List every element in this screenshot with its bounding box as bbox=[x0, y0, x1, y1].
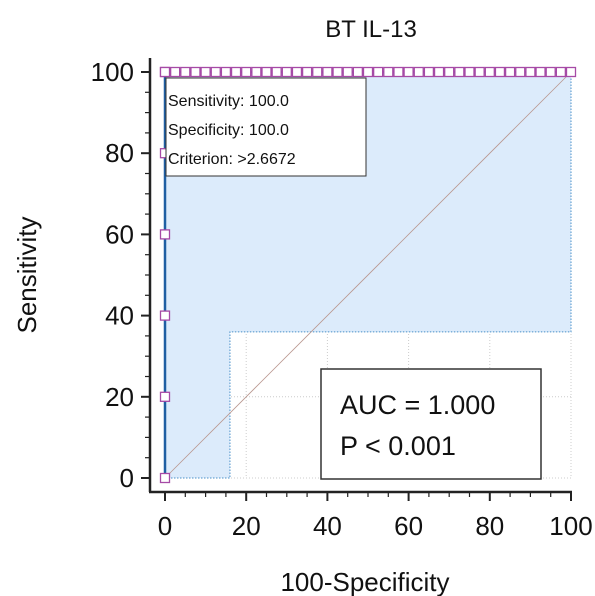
auc-label: AUC = 1.000 bbox=[340, 390, 495, 420]
roc-point-26 bbox=[362, 66, 374, 78]
roc-point-46 bbox=[565, 66, 577, 78]
roc-point-39 bbox=[494, 66, 506, 78]
roc-point-24 bbox=[342, 66, 353, 78]
roc-point-28 bbox=[383, 66, 394, 78]
roc-point-33 bbox=[433, 66, 445, 78]
roc-point-18 bbox=[281, 66, 292, 78]
roc-point-29 bbox=[393, 66, 404, 78]
p-value-label: P < 0.001 bbox=[340, 431, 456, 461]
reference-diagonal bbox=[164, 71, 572, 479]
roc-point-23 bbox=[332, 66, 343, 78]
roc-point-34 bbox=[444, 66, 455, 78]
roc-point-25 bbox=[352, 66, 364, 78]
roc-point-14 bbox=[241, 66, 252, 78]
y-tick-label-3: 60 bbox=[105, 219, 134, 249]
x-tick-label-5: 100 bbox=[549, 511, 592, 541]
roc-point-0 bbox=[159, 472, 171, 484]
roc-point-31 bbox=[413, 66, 424, 78]
roc-point-43 bbox=[535, 66, 546, 78]
tick-marks: 0 20 40 60 80 100 0 20 40 60 80 100 bbox=[91, 57, 593, 541]
roc-point-37 bbox=[474, 66, 485, 78]
criterion-box: Sensitivity: 100.0 Specificity: 100.0 Cr… bbox=[165, 77, 367, 177]
roc-point-7 bbox=[169, 66, 181, 78]
roc-point-1 bbox=[159, 391, 171, 402]
criterion-value-label: Criterion: >2.6672 bbox=[168, 151, 296, 168]
x-tick-label-3: 60 bbox=[394, 511, 423, 541]
x-tick-label-4: 80 bbox=[475, 511, 504, 541]
specificity-value-label: Specificity: 100.0 bbox=[168, 122, 289, 139]
roc-point-17 bbox=[271, 66, 282, 78]
roc-point-15 bbox=[251, 66, 262, 78]
x-tick-label-2: 40 bbox=[313, 511, 342, 541]
roc-point-36 bbox=[464, 66, 475, 78]
roc-point-6 bbox=[159, 66, 171, 78]
roc-point-9 bbox=[190, 66, 201, 78]
x-tick-label-1: 20 bbox=[232, 511, 261, 541]
roc-point-45 bbox=[555, 66, 566, 78]
y-tick-label-4: 80 bbox=[105, 138, 134, 168]
roc-point-13 bbox=[230, 66, 242, 78]
auc-box-frame bbox=[320, 368, 542, 480]
x-tick-label-0: 0 bbox=[158, 511, 172, 541]
y-axis-label: Sensitivity bbox=[12, 216, 42, 333]
sensitivity-value-label: Sensitivity: 100.0 bbox=[168, 93, 289, 110]
roc-point-32 bbox=[423, 66, 435, 78]
roc-point-22 bbox=[322, 66, 333, 78]
criterion-box-frame bbox=[165, 77, 367, 177]
x-axis-label: 100-Specificity bbox=[280, 567, 449, 596]
roc-point-38 bbox=[484, 66, 495, 78]
y-tick-label-0: 0 bbox=[120, 463, 134, 493]
roc-point-40 bbox=[504, 66, 516, 78]
chart-title: BT IL-13 bbox=[325, 16, 417, 43]
roc-point-35 bbox=[454, 66, 465, 78]
roc-point-41 bbox=[515, 66, 526, 78]
roc-point-42 bbox=[525, 66, 536, 78]
roc-point-12 bbox=[220, 66, 232, 78]
y-tick-label-2: 40 bbox=[105, 301, 134, 331]
roc-point-27 bbox=[372, 66, 384, 78]
diagonal-line bbox=[164, 71, 572, 479]
roc-point-21 bbox=[312, 66, 323, 78]
roc-markers bbox=[159, 66, 577, 484]
y-tick-label-5: 100 bbox=[91, 57, 134, 87]
y-tick-label-1: 20 bbox=[105, 382, 134, 412]
roc-point-11 bbox=[210, 66, 221, 78]
ci-lower-line bbox=[165, 72, 572, 479]
roc-point-10 bbox=[200, 66, 211, 78]
roc-point-30 bbox=[403, 66, 414, 78]
roc-point-20 bbox=[301, 66, 313, 78]
auc-box: AUC = 1.000 P < 0.001 bbox=[320, 368, 542, 480]
roc-point-44 bbox=[545, 66, 556, 78]
roc-point-2 bbox=[159, 310, 171, 321]
roc-point-16 bbox=[261, 66, 272, 78]
roc-point-3 bbox=[159, 229, 171, 240]
roc-point-19 bbox=[291, 66, 303, 78]
roc-point-8 bbox=[180, 66, 191, 78]
